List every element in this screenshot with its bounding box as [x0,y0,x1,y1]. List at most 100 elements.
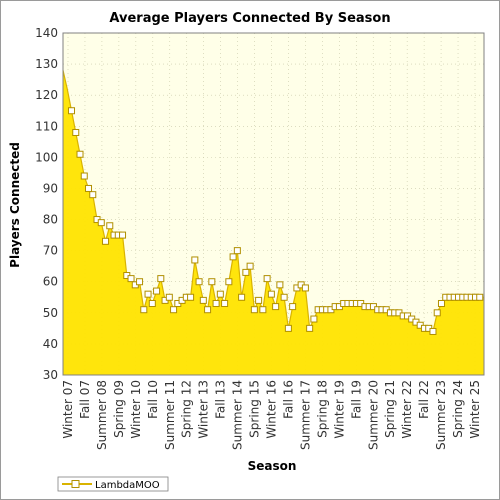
y-axis: 30 40 50 60 70 80 90 100 110 120 130 140 [35,26,58,382]
x-tick-label: Fall 10 [146,380,160,419]
y-tick-label: 30 [43,368,58,382]
x-tick-label: Fall 07 [78,380,92,419]
x-tick-label: Spring 18 [315,380,329,438]
data-point [238,293,246,301]
data-point [437,299,445,307]
y-axis-title: Players Connected [8,142,22,268]
data-point [267,290,275,298]
y-tick-label: 40 [43,337,58,351]
data-point [280,293,288,301]
x-tick-label: Winter 19 [332,380,346,439]
data-point [85,184,93,192]
data-point [68,107,76,115]
data-point [76,150,84,158]
data-point [153,287,161,295]
data-point [80,172,88,180]
data-point [136,278,144,286]
y-tick-label: 120 [35,88,58,102]
data-point [165,293,173,301]
data-point [272,303,280,311]
data-point [204,306,212,314]
x-tick-label: Spring 24 [451,380,465,438]
chart-title: Average Players Connected By Season [109,11,390,26]
x-tick-label: Fall 19 [349,380,363,419]
x-tick-label: Winter 10 [129,380,143,439]
data-point [221,299,229,307]
data-point [89,191,97,199]
data-point [276,281,284,289]
data-point [144,290,152,298]
data-point [148,299,156,307]
data-point [97,219,105,227]
data-point [140,306,148,314]
x-tick-label: Winter 25 [468,380,482,439]
x-axis-title: Season [248,459,297,473]
y-tick-label: 90 [43,181,58,195]
data-point [429,327,437,335]
x-tick-label: Summer 20 [366,380,380,450]
data-point [127,275,135,283]
x-tick-label: Fall 13 [214,380,228,419]
data-point [216,290,224,298]
series-lambdamoo [62,70,484,375]
x-axis: Winter 07 Fall 07 Summer 08 Spring 09 Winter… [61,380,482,450]
x-tick-label: Summer 17 [298,380,312,450]
legend-label: LambdaMOO [95,480,160,491]
data-point [187,293,195,301]
data-point [191,256,199,264]
x-tick-label: Fall 16 [281,380,295,419]
data-point [310,315,318,323]
data-point [289,303,297,311]
x-tick-label: Summer 14 [231,380,245,450]
data-point [212,299,220,307]
legend: LambdaMOO [57,476,169,492]
data-point [102,237,110,245]
y-tick-label: 50 [43,306,58,320]
data-point [72,128,80,136]
x-tick-label: Spring 09 [112,380,126,438]
x-tick-label: Summer 08 [95,380,109,450]
data-point [157,275,165,283]
data-point [246,262,254,270]
data-point [229,253,237,261]
x-tick-label: Spring 12 [180,380,194,438]
data-point [225,278,233,286]
y-tick-label: 100 [35,150,58,164]
legend-swatch-marker [71,480,80,488]
data-point [208,278,216,286]
x-tick-label: Summer 11 [163,380,177,450]
y-tick-label: 110 [35,119,58,133]
data-point [259,306,267,314]
data-point [106,222,114,230]
data-point [119,231,127,239]
x-tick-label: Fall 22 [417,380,431,419]
data-point [263,275,271,283]
data-point [433,309,441,317]
y-tick-label: 70 [43,244,58,258]
x-tick-label: Winter 22 [400,380,414,439]
data-point [476,293,484,301]
data-point [199,296,207,304]
data-point [242,268,250,276]
data-point [284,324,292,332]
data-point [250,306,258,314]
data-point [306,324,314,332]
x-tick-label: Winter 07 [61,380,75,439]
data-point [195,278,203,286]
y-tick-label: 60 [43,275,58,289]
x-tick-label: Winter 13 [197,380,211,439]
data-point [255,296,263,304]
data-point [301,284,309,292]
x-tick-label: Summer 23 [434,380,448,450]
plot-border [62,32,485,376]
x-tick-label: Spring 21 [383,380,397,438]
legend-box [57,476,169,492]
y-tick-label: 130 [35,57,58,71]
x-tick-label: Winter 16 [265,380,279,439]
data-point [170,306,178,314]
data-point [233,247,241,255]
y-tick-label: 140 [35,26,58,40]
x-tick-label: Spring 15 [248,380,262,438]
y-tick-label: 80 [43,213,58,227]
